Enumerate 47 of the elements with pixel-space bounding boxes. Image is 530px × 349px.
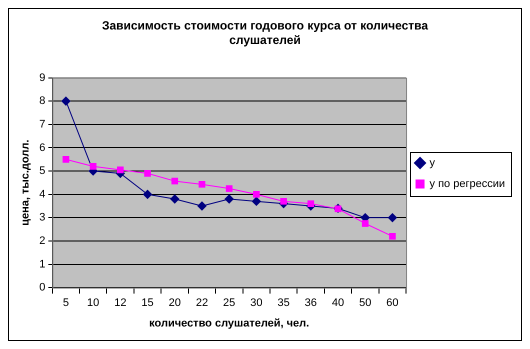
point: [198, 181, 206, 188]
point: [388, 213, 397, 222]
x-tick-label: 22: [196, 297, 208, 310]
y-tick-label: 0: [39, 282, 46, 294]
legend-label: y по регрессии: [430, 178, 506, 190]
y-axis-title: цена, тыс.долл.: [20, 140, 32, 226]
point: [307, 200, 314, 208]
y-tick-label: 9: [39, 72, 46, 84]
point: [171, 178, 178, 184]
y-tick-label: 1: [39, 258, 46, 270]
point: [117, 166, 124, 174]
point: [226, 185, 233, 192]
point: [280, 198, 287, 205]
x-tick-label: 25: [223, 297, 236, 310]
y-tick-label: 7: [39, 118, 46, 130]
x-tick-label: 40: [332, 297, 344, 310]
x-axis-title: количество слушателей, чел.: [149, 317, 310, 330]
chart-title: Зависимость стоимости годового курса от количества слушателей: [102, 18, 428, 47]
x-tick-label: 30: [250, 297, 263, 310]
point: [197, 202, 206, 211]
point: [143, 190, 152, 199]
legend-label: y: [430, 157, 436, 170]
x-tick-label: 5: [62, 297, 69, 310]
point: [252, 196, 261, 206]
point: [224, 194, 234, 204]
point: [144, 170, 151, 177]
y-tick-label: 4: [39, 188, 46, 200]
point: [362, 220, 369, 227]
y-tick-label: 8: [39, 95, 46, 108]
point: [61, 96, 70, 106]
x-tick-label: 12: [114, 297, 126, 310]
x-tick-label: 35: [277, 297, 290, 310]
x-tick-label: 20: [168, 297, 181, 310]
y-tick-label: 6: [39, 142, 46, 154]
x-tick-label: 50: [359, 297, 372, 310]
point: [62, 156, 70, 163]
x-tick-label: 15: [141, 297, 154, 310]
point: [170, 194, 180, 204]
y-tick-label: 3: [39, 212, 46, 224]
point: [253, 191, 260, 198]
x-tick-label: 36: [304, 297, 317, 310]
point: [389, 232, 396, 240]
y-tick-label: 2: [39, 235, 46, 248]
y-tick-label: 5: [39, 165, 46, 178]
x-tick-label: 10: [87, 297, 100, 310]
x-tick-label: 60: [386, 297, 399, 310]
point: [90, 163, 96, 170]
